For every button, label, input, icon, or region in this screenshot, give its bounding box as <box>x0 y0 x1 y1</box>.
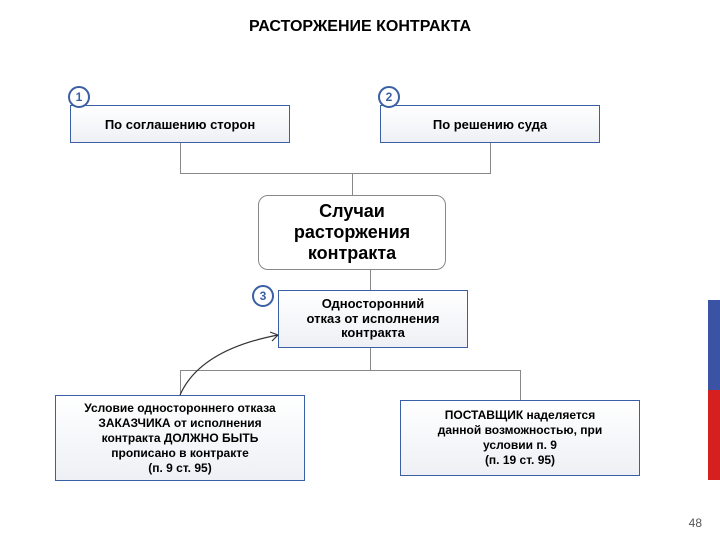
node-supplier-label: ПОСТАВЩИК наделяется данной возможностью… <box>438 408 603 468</box>
page-number: 48 <box>689 516 702 530</box>
node-supplier: ПОСТАВЩИК наделяется данной возможностью… <box>400 400 640 476</box>
badge-3: 3 <box>252 285 274 307</box>
node-center: Случаи расторжения контракта <box>258 195 446 270</box>
node-center-label: Случаи расторжения контракта <box>294 201 410 263</box>
flag-red <box>708 390 720 480</box>
flag-stripes <box>708 210 720 480</box>
node-court: По решению суда <box>380 105 600 143</box>
node-agreement: По соглашению сторон <box>70 105 290 143</box>
conn-b2-v <box>520 370 521 400</box>
node-agreement-label: По соглашению сторон <box>105 117 255 132</box>
badge-2: 2 <box>378 86 400 108</box>
flag-white <box>708 210 720 300</box>
arrow-b1-to-n3 <box>160 330 300 400</box>
conn-n3-down <box>370 348 371 370</box>
node-unilateral: Односторонний отказ от исполнения контра… <box>278 290 468 348</box>
node-condition-customer-label: Условие одностороннего отказа ЗАКАЗЧИКА … <box>84 401 275 476</box>
flag-blue <box>708 300 720 390</box>
conn-h <box>180 173 491 174</box>
conn-n1-v <box>180 143 181 173</box>
conn-center-v <box>352 173 353 195</box>
conn-center-n3 <box>370 270 371 290</box>
node-unilateral-label: Односторонний отказ от исполнения контра… <box>306 297 439 342</box>
node-condition-customer: Условие одностороннего отказа ЗАКАЗЧИКА … <box>55 395 305 481</box>
node-court-label: По решению суда <box>433 117 547 132</box>
page-title: РАСТОРЖЕНИЕ КОНТРАКТА <box>0 0 720 36</box>
conn-n2-v <box>490 143 491 173</box>
badge-1: 1 <box>68 86 90 108</box>
